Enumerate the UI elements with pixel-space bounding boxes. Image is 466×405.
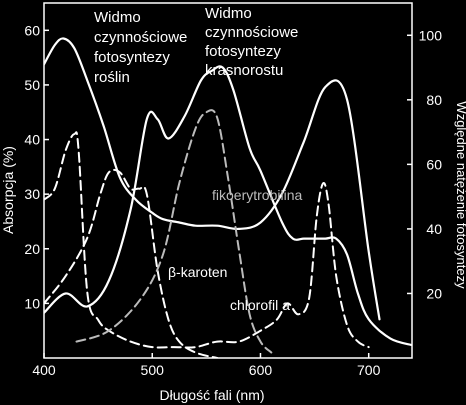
y-left-tick-label: 60	[24, 22, 40, 38]
series-action-plants	[44, 37, 381, 321]
series-layer	[44, 37, 412, 358]
y-right-tick-label: 80	[426, 92, 442, 108]
series-action-red-algae	[44, 65, 412, 347]
x-tick-label: 400	[32, 362, 56, 378]
y-right-tick-label: 60	[426, 156, 442, 172]
y-left-tick-label: 40	[24, 132, 40, 148]
x-tick-label: 700	[357, 362, 381, 378]
annotation-action-red-algae: Widmo czynnościowe fotosyntezy krasnorostu	[205, 5, 298, 79]
y-left-tick-label: 10	[24, 295, 40, 311]
y-left-tick-label: 20	[24, 241, 40, 257]
y-left-tick-label: 50	[24, 77, 40, 93]
ticks-layer: 400 500 600 700 10 20 30 40 50 60 20 40 60 80 100	[24, 22, 442, 378]
annotation-beta-carotene: β-karoten	[168, 264, 227, 280]
series-chlorophyll-a	[44, 131, 370, 349]
x-tick-label: 500	[141, 362, 165, 378]
series-beta-carotene	[44, 168, 219, 358]
y-right-tick-label: 20	[426, 285, 442, 301]
y-axis-label-right: Względne natężenie fotosyntezy	[454, 101, 466, 289]
annotation-chlorophyll-a: chlorofil a	[230, 297, 290, 313]
annotation-phycoerythrobilin: fikoerytrobilina	[212, 187, 302, 203]
y-axis-label-left: Absorpcja (%)	[0, 146, 16, 234]
series-phycoerythrobilin	[75, 109, 273, 354]
plot-frame	[43, 2, 413, 359]
y-right-tick-label: 100	[419, 27, 443, 43]
y-right-tick-label: 40	[426, 221, 442, 237]
y-left-tick-label: 30	[24, 186, 40, 202]
annotation-action-plants: Widmo czynnościowe fotosyntezy roślin	[94, 9, 187, 86]
x-tick-label: 600	[249, 362, 273, 378]
x-axis-label: Długość fali (nm)	[159, 387, 264, 403]
